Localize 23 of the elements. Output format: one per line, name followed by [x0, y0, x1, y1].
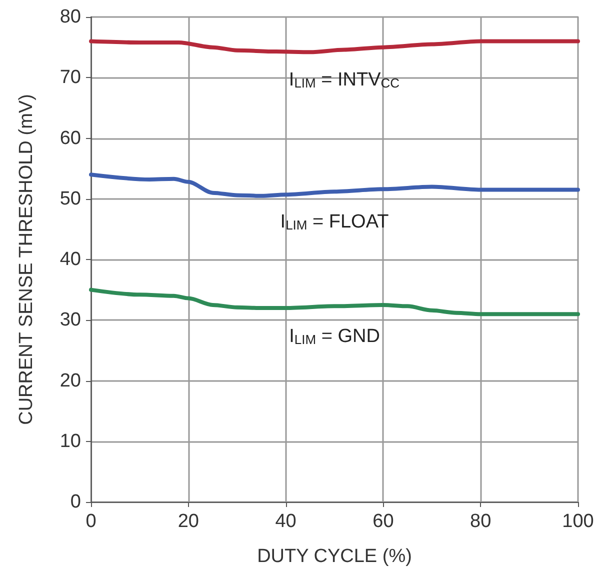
series-label: ILIM = INTVCC [288, 70, 400, 91]
line-series [89, 172, 580, 198]
x-tick-label: 100 [562, 511, 594, 532]
series-label: ILIM = FLOAT [280, 212, 390, 233]
y-tick-label: 40 [60, 249, 81, 270]
y-tick-label: 80 [60, 6, 81, 28]
x-tick-label: 0 [86, 511, 96, 532]
y-tick-label: 30 [60, 310, 81, 331]
line-series [89, 288, 580, 316]
y-tick-label: 0 [70, 492, 81, 512]
y-tick-label: 50 [60, 188, 81, 210]
y-tick-label: 10 [60, 430, 81, 452]
x-tick-label: 80 [470, 511, 492, 532]
x-axis-title: DUTY CYCLE (%) [257, 546, 412, 567]
y-axis-title: CURRENT SENSE THRESHOLD (mV) [16, 94, 37, 425]
x-tick-label: 40 [275, 511, 296, 532]
line-series [89, 39, 580, 54]
x-tick-label: 60 [372, 511, 394, 532]
y-tick-label: 70 [60, 67, 81, 88]
y-tick-label: 20 [60, 370, 81, 392]
x-tick-label: 20 [178, 511, 199, 532]
series-label: ILIM = GND [289, 326, 380, 348]
y-tick-label: 60 [60, 128, 81, 149]
